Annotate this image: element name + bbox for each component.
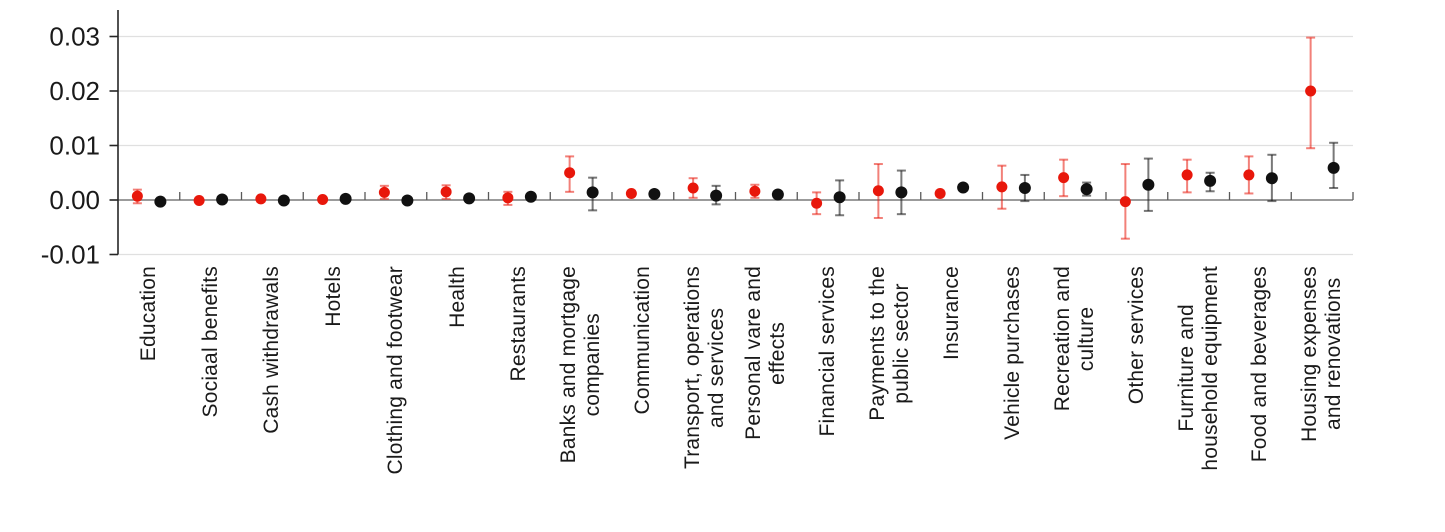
x-axis-label-cell-1: Sociaal benefits <box>180 266 242 532</box>
x-axis-label: Personal vare and effects <box>742 266 790 440</box>
x-axis-label: Communication <box>630 266 654 415</box>
x-axis-label: Other services <box>1124 266 1148 405</box>
y-axis-tick-label: 0.00 <box>49 185 100 215</box>
marker-red-10 <box>749 185 761 197</box>
x-axis-label: Education <box>136 266 160 362</box>
marker-black-14 <box>1018 182 1031 195</box>
x-axis-label: Health <box>445 266 469 328</box>
marker-black-16 <box>1142 178 1155 191</box>
marker-black-11 <box>833 191 846 204</box>
x-axis-label: Insurance <box>939 266 963 361</box>
x-axis-label: Cash withdrawals <box>260 266 284 434</box>
x-axis-label: Banks and mortgage companies <box>557 266 605 464</box>
marker-black-1 <box>216 193 229 206</box>
y-axis-tick-label: 0.01 <box>49 131 100 161</box>
marker-red-9 <box>687 182 699 194</box>
marker-red-19 <box>1305 85 1317 97</box>
marker-black-8 <box>648 188 661 201</box>
marker-red-12 <box>872 185 884 197</box>
marker-red-3 <box>317 193 329 205</box>
x-axis-label: Sociaal benefits <box>198 266 222 418</box>
x-axis-label: Financial services <box>816 266 840 437</box>
x-axis-label-cell-6: Restaurants <box>489 266 551 532</box>
x-axis-label: Restaurants <box>507 266 531 382</box>
x-axis-label-cell-13: Insurance <box>921 266 983 532</box>
marker-red-4 <box>378 186 390 198</box>
x-axis-label: Recreation and culture <box>1051 266 1099 412</box>
x-axis-label-cell-12: Payments to the public sector <box>859 266 921 532</box>
x-axis-label-cell-3: Hotels <box>303 266 365 532</box>
x-axis-label-cell-9: Transport, operations and services <box>674 266 736 532</box>
x-axis-label-cell-0: Education <box>118 266 180 532</box>
x-axis-label-cell-10: Personal vare and effects <box>736 266 798 532</box>
marker-red-2 <box>255 193 267 205</box>
marker-black-2 <box>277 194 290 207</box>
x-axis-label-cell-18: Food and beverages <box>1230 266 1292 532</box>
marker-red-15 <box>1058 172 1070 184</box>
x-axis-label-cell-5: Health <box>427 266 489 532</box>
x-axis-label-cell-15: Recreation and culture <box>1044 266 1106 532</box>
x-axis-label-cell-4: Clothing and footwear <box>365 266 427 532</box>
marker-black-5 <box>463 192 476 205</box>
x-axis-label-cell-19: Housing expenses and renovations <box>1291 266 1353 532</box>
marker-black-15 <box>1080 183 1093 196</box>
marker-black-7 <box>586 186 599 199</box>
marker-black-12 <box>895 186 908 199</box>
marker-red-1 <box>193 195 205 207</box>
marker-red-18 <box>1243 169 1255 181</box>
marker-black-3 <box>339 192 352 205</box>
x-axis-label: Vehicle purchases <box>1001 266 1025 440</box>
x-axis-label-cell-16: Other services <box>1106 266 1168 532</box>
x-axis-label: Transport, operations and services <box>680 266 728 470</box>
x-axis-labels: Education Sociaal benefits Cash withdrawal… <box>118 266 1353 532</box>
marker-red-6 <box>502 192 514 204</box>
marker-black-9 <box>710 189 723 202</box>
marker-red-16 <box>1119 196 1131 208</box>
x-axis-label-cell-14: Vehicle purchases <box>983 266 1045 532</box>
marker-black-6 <box>524 190 537 203</box>
x-axis-label-cell-7: Banks and mortgage companies <box>550 266 612 532</box>
marker-black-10 <box>771 188 784 201</box>
y-axis-tick-label: 0.03 <box>49 22 100 52</box>
marker-red-17 <box>1181 169 1193 181</box>
marker-black-18 <box>1265 172 1278 185</box>
x-axis-label: Hotels <box>322 266 346 327</box>
y-axis-tick-label: 0.02 <box>49 76 100 106</box>
marker-red-7 <box>564 167 576 179</box>
marker-red-5 <box>440 186 452 198</box>
x-axis-label: Payments to the public sector <box>865 266 913 421</box>
x-axis-label: Clothing and footwear <box>383 266 407 475</box>
marker-red-14 <box>996 181 1008 193</box>
x-axis-label: Furniture and household equipment <box>1174 266 1222 471</box>
marker-black-19 <box>1327 161 1340 174</box>
y-axis-tick-label: -0.01 <box>41 240 100 270</box>
marker-red-11 <box>811 197 823 209</box>
marker-red-8 <box>625 187 637 199</box>
marker-black-4 <box>401 194 414 207</box>
x-axis-label-cell-17: Furniture and household equipment <box>1168 266 1230 532</box>
marker-black-17 <box>1204 174 1217 187</box>
marker-black-0 <box>154 195 167 208</box>
marker-black-13 <box>957 181 970 194</box>
x-axis-label-cell-2: Cash withdrawals <box>242 266 304 532</box>
marker-red-13 <box>934 187 946 199</box>
marker-red-0 <box>131 190 143 202</box>
x-axis-label-cell-11: Financial services <box>797 266 859 532</box>
x-axis-label: Housing expenses and renovations <box>1298 266 1346 442</box>
x-axis-label: Food and beverages <box>1248 266 1272 463</box>
x-axis-label-cell-8: Communication <box>612 266 674 532</box>
